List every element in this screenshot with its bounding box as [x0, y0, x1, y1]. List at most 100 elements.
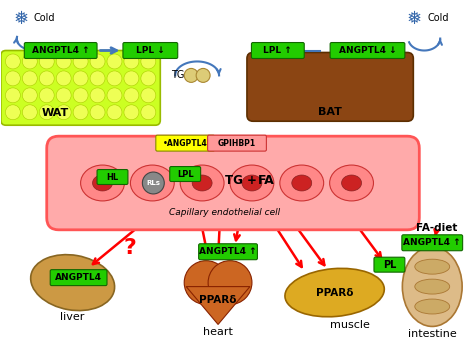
- Text: PPARδ: PPARδ: [316, 287, 354, 298]
- Text: TG: TG: [171, 70, 184, 80]
- Circle shape: [56, 88, 71, 103]
- Text: ❅: ❅: [407, 10, 422, 28]
- Ellipse shape: [31, 254, 115, 311]
- Ellipse shape: [92, 175, 112, 191]
- Text: PPARδ: PPARδ: [200, 295, 237, 304]
- Circle shape: [208, 261, 252, 304]
- Ellipse shape: [415, 259, 450, 274]
- Circle shape: [73, 71, 88, 86]
- FancyBboxPatch shape: [402, 235, 463, 251]
- Circle shape: [196, 68, 210, 83]
- Ellipse shape: [142, 175, 162, 191]
- Text: HL: HL: [107, 173, 118, 181]
- FancyBboxPatch shape: [170, 167, 201, 181]
- Text: LPL ↓: LPL ↓: [136, 46, 164, 55]
- Ellipse shape: [192, 175, 212, 191]
- Circle shape: [124, 105, 139, 120]
- Circle shape: [141, 105, 156, 120]
- Text: liver: liver: [61, 312, 85, 323]
- Circle shape: [22, 54, 37, 69]
- Text: intestine: intestine: [408, 329, 456, 340]
- Ellipse shape: [81, 165, 125, 201]
- Text: WAT: WAT: [42, 108, 69, 118]
- Ellipse shape: [329, 165, 374, 201]
- Text: ANGPTL4 ↑: ANGPTL4 ↑: [32, 46, 90, 55]
- FancyBboxPatch shape: [47, 136, 419, 230]
- Circle shape: [56, 105, 71, 120]
- Circle shape: [124, 88, 139, 103]
- Text: ❅: ❅: [13, 10, 28, 28]
- Circle shape: [124, 71, 139, 86]
- Text: FA: FA: [258, 174, 274, 188]
- FancyBboxPatch shape: [24, 42, 97, 59]
- Circle shape: [107, 105, 122, 120]
- Ellipse shape: [415, 279, 450, 294]
- Circle shape: [90, 71, 105, 86]
- Circle shape: [56, 54, 71, 69]
- Circle shape: [142, 172, 164, 194]
- Text: BAT: BAT: [318, 107, 342, 117]
- FancyBboxPatch shape: [330, 42, 405, 59]
- FancyBboxPatch shape: [50, 270, 107, 286]
- Text: Capillary endothelial cell: Capillary endothelial cell: [170, 209, 281, 217]
- Circle shape: [22, 71, 37, 86]
- Text: GPIHBP1: GPIHBP1: [218, 139, 256, 148]
- Circle shape: [124, 54, 139, 69]
- Ellipse shape: [292, 175, 312, 191]
- Text: FA-diet: FA-diet: [416, 223, 457, 233]
- FancyBboxPatch shape: [251, 42, 304, 59]
- Text: ANGPTL4 ↓: ANGPTL4 ↓: [339, 46, 396, 55]
- Text: PL: PL: [383, 260, 396, 270]
- Circle shape: [73, 105, 88, 120]
- Text: ANGPTL4: ANGPTL4: [55, 273, 102, 282]
- Ellipse shape: [415, 299, 450, 314]
- Ellipse shape: [230, 165, 274, 201]
- FancyBboxPatch shape: [123, 42, 178, 59]
- Text: ANGPTL4 ↑: ANGPTL4 ↑: [199, 247, 257, 256]
- Circle shape: [22, 105, 37, 120]
- Circle shape: [5, 71, 20, 86]
- Circle shape: [73, 54, 88, 69]
- Circle shape: [184, 261, 228, 304]
- Circle shape: [39, 71, 54, 86]
- Text: heart: heart: [203, 327, 233, 337]
- Circle shape: [39, 54, 54, 69]
- Ellipse shape: [342, 175, 362, 191]
- Circle shape: [39, 88, 54, 103]
- Circle shape: [107, 71, 122, 86]
- Ellipse shape: [130, 165, 174, 201]
- Circle shape: [90, 88, 105, 103]
- Text: ?: ?: [124, 238, 137, 258]
- Text: Cold: Cold: [34, 13, 55, 23]
- Ellipse shape: [285, 268, 384, 317]
- Text: ANGPTL4 ↑: ANGPTL4 ↑: [403, 238, 461, 247]
- Text: •ANGPTL4: •ANGPTL4: [163, 139, 208, 148]
- Circle shape: [107, 54, 122, 69]
- Circle shape: [56, 71, 71, 86]
- Circle shape: [90, 54, 105, 69]
- Text: LPL ↑: LPL ↑: [264, 46, 292, 55]
- Ellipse shape: [180, 165, 224, 201]
- FancyBboxPatch shape: [1, 51, 160, 125]
- Text: LPL: LPL: [177, 169, 193, 178]
- FancyBboxPatch shape: [247, 52, 413, 121]
- Circle shape: [5, 54, 20, 69]
- Ellipse shape: [402, 247, 462, 327]
- Circle shape: [73, 88, 88, 103]
- FancyBboxPatch shape: [199, 244, 257, 260]
- Circle shape: [141, 88, 156, 103]
- FancyBboxPatch shape: [374, 257, 405, 272]
- Circle shape: [22, 88, 37, 103]
- FancyBboxPatch shape: [156, 135, 215, 151]
- Circle shape: [141, 54, 156, 69]
- Circle shape: [141, 71, 156, 86]
- Ellipse shape: [280, 165, 324, 201]
- Circle shape: [5, 105, 20, 120]
- Circle shape: [107, 88, 122, 103]
- Circle shape: [90, 105, 105, 120]
- Circle shape: [39, 105, 54, 120]
- Circle shape: [184, 68, 198, 83]
- Circle shape: [5, 88, 20, 103]
- FancyBboxPatch shape: [97, 169, 128, 185]
- Ellipse shape: [242, 175, 262, 191]
